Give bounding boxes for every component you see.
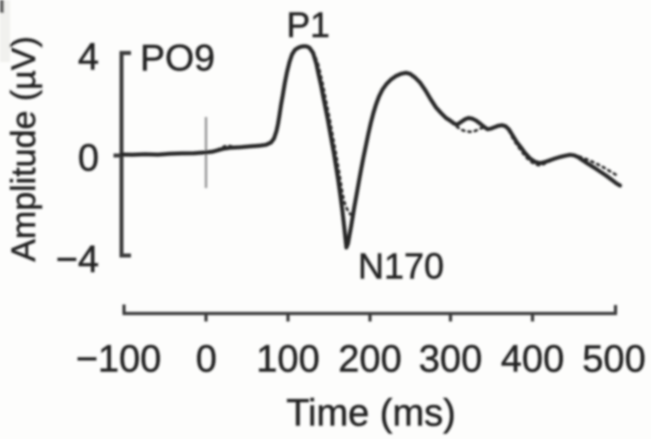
svg-text:300: 300 (419, 339, 482, 381)
svg-text:0: 0 (78, 138, 99, 180)
svg-text:100: 100 (256, 339, 319, 381)
svg-text:N170: N170 (358, 246, 444, 287)
svg-text:PO9: PO9 (140, 37, 215, 79)
svg-text:4: 4 (78, 37, 99, 79)
svg-text:Time (ms): Time (ms) (286, 393, 456, 435)
svg-text:0: 0 (196, 339, 217, 381)
svg-text:500: 500 (582, 339, 645, 381)
svg-text:P1: P1 (287, 5, 330, 45)
svg-text:Amplitude (µV): Amplitude (µV) (5, 36, 43, 262)
svg-text:200: 200 (338, 339, 401, 381)
svg-text:400: 400 (501, 339, 564, 381)
svg-text:−100: −100 (76, 339, 162, 381)
svg-text:−4: −4 (56, 239, 99, 281)
